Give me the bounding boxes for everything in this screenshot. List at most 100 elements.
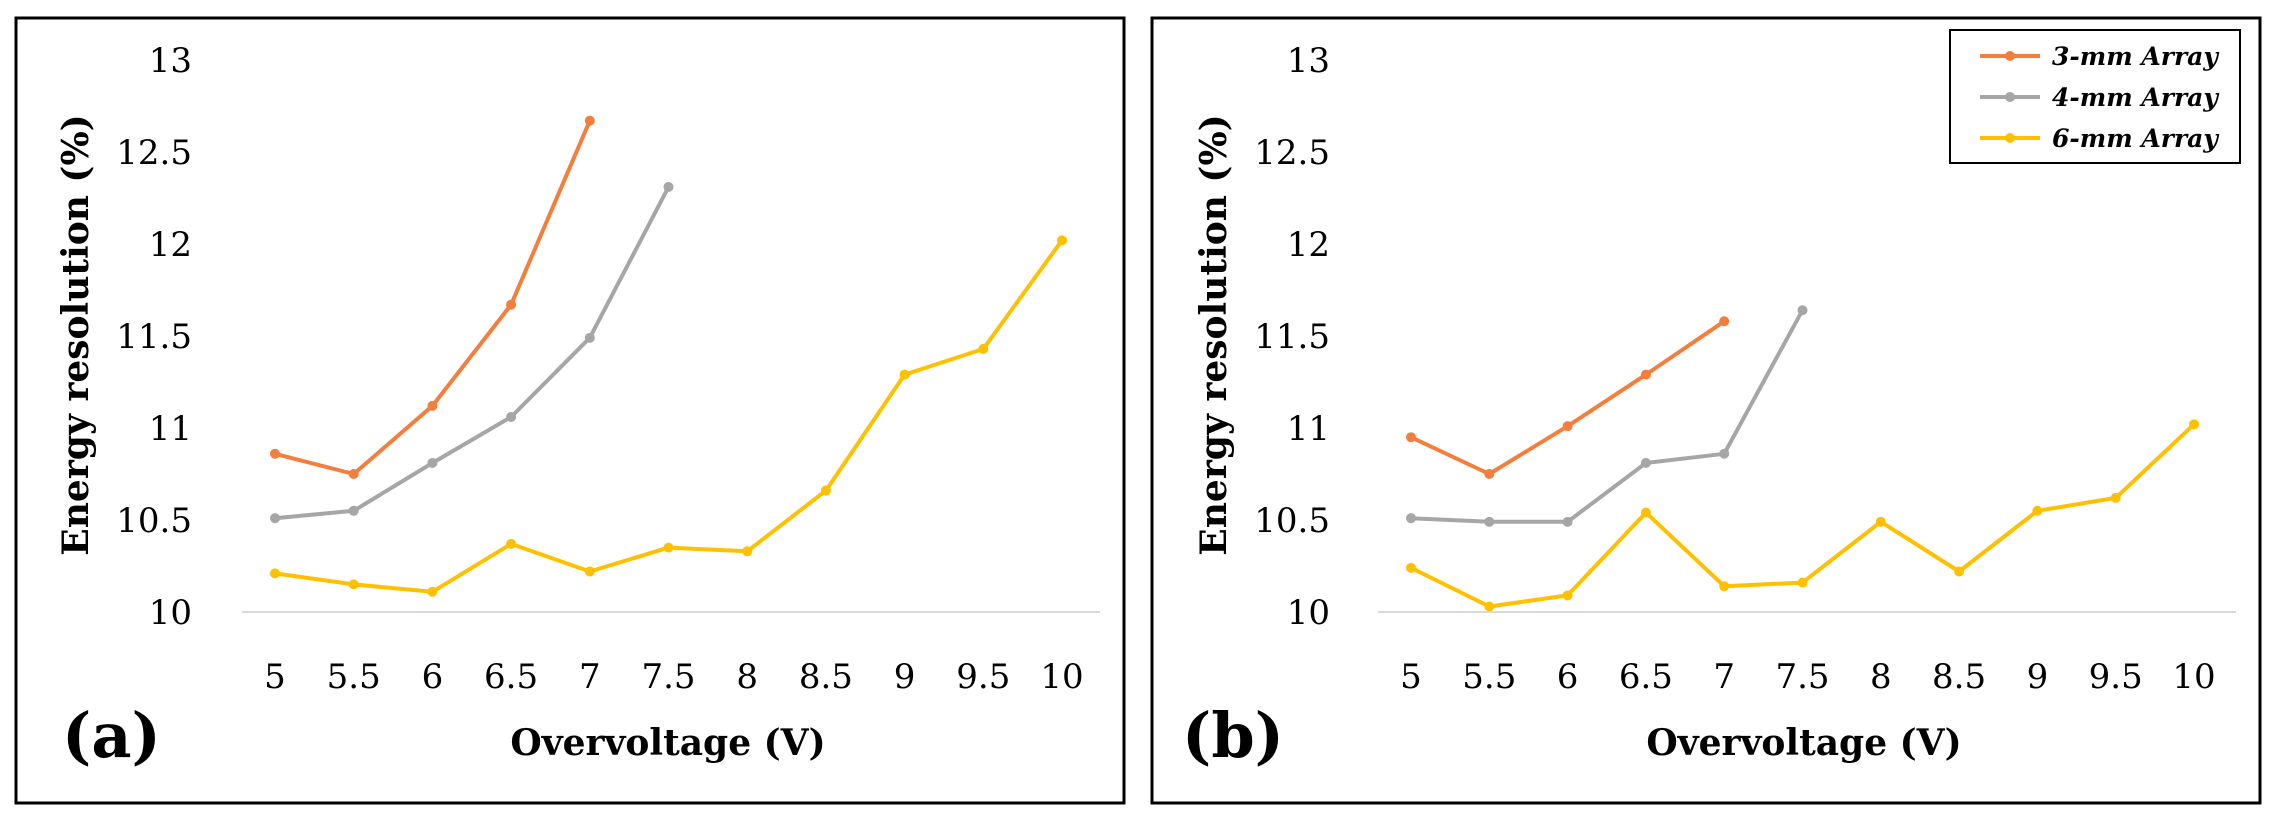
panel-a-y-tick-3: 11.5	[116, 317, 192, 357]
panel-a-point-6mm-0	[270, 568, 280, 579]
legend-label-3mm: 3-mm Array	[2052, 42, 2219, 71]
panel-b-point-3mm-0	[1406, 432, 1416, 443]
panel-b-y-tick-1: 10.5	[1254, 501, 1330, 541]
panel-a-series-line-4mm	[274, 186, 671, 521]
panel-a-y-tick-1: 10.5	[116, 501, 192, 541]
panel-a-point-3mm-0	[270, 448, 280, 459]
panel-b-x-tick-7: 8.5	[1932, 657, 1986, 697]
panel-b-x-tick-8: 9	[2027, 657, 2049, 697]
panel-a-point-3mm-4	[584, 115, 595, 126]
panel-a-x-tick-3: 6.5	[484, 657, 538, 697]
panel-a-y-tick-0: 10	[149, 593, 192, 633]
panel-a-y-tick-5: 12.5	[116, 133, 192, 173]
panel-b-y-tick-5: 12.5	[1254, 133, 1330, 173]
panel-a-frame	[14, 16, 1126, 805]
panel-a-x-tick-6: 8	[736, 657, 758, 697]
panel-a-x-tick-0: 5	[264, 657, 286, 697]
panel-a-point-6mm-4	[584, 566, 595, 577]
panel-b-point-3mm-4	[1719, 316, 1730, 327]
panel-b-point-6mm-0	[1406, 562, 1416, 573]
panel-a-point-4mm-2	[427, 457, 438, 468]
panel-b-point-6mm-3	[1640, 507, 1651, 518]
panel-b-legend: 3-mm Array 4-mm Array 6-mm Array	[1949, 29, 2241, 164]
panel-b-y-tick-4: 12	[1287, 225, 1330, 265]
panel-a-y-tick-6: 13	[149, 41, 192, 81]
panel-b-point-3mm-3	[1640, 369, 1651, 380]
panel-b-y-tick-6: 13	[1287, 41, 1330, 81]
panel-a-point-3mm-2	[427, 400, 438, 411]
panel-b-series	[1406, 305, 2199, 612]
panel-a-point-4mm-5	[663, 181, 674, 192]
panel-a-point-6mm-3	[506, 538, 517, 549]
panel-a-series	[270, 115, 1067, 597]
panel-a-x-tick-2: 6	[422, 657, 444, 697]
panel-b-x-tick-9: 9.5	[2089, 657, 2143, 697]
panel-a-point-4mm-0	[270, 513, 280, 524]
panel-a-point-6mm-8	[899, 369, 910, 380]
panel-b-y-tick-2: 11	[1287, 409, 1330, 449]
panel-a-point-6mm-1	[348, 579, 359, 590]
panel-a-x-tick-4: 7	[579, 657, 601, 697]
panel-b-y-tick-labels: 10 10.5 11 11.5 12 12.5 13	[1254, 41, 1330, 633]
panel-b-point-6mm-7	[1954, 566, 1965, 577]
panel-a-x-axis-title: Overvoltage (V)	[510, 722, 825, 764]
panel-a-point-6mm-6	[742, 546, 753, 557]
panel-a-y-tick-2: 11	[149, 409, 192, 449]
legend-marker-4mm	[2005, 92, 2015, 102]
panel-a-x-tick-10: 10	[1040, 657, 1083, 697]
panel-b-x-tick-5: 7.5	[1775, 657, 1829, 697]
panel-a-point-4mm-1	[348, 505, 359, 516]
panel-b-x-tick-6: 8	[1870, 657, 1892, 697]
panel-a-y-tick-4: 12	[149, 225, 192, 265]
panel-b-x-tick-3: 6.5	[1619, 657, 1673, 697]
panel-a-point-6mm-5	[663, 542, 674, 553]
panel-b-x-tick-labels: 5 5.5 6 6.5 7 7.5 8 8.5 9 9.5 10	[1400, 657, 2215, 697]
panel-a-x-tick-labels: 5 5.5 6 6.5 7 7.5 8 8.5 9 9.5 10	[264, 657, 1083, 697]
panel-b-point-6mm-10	[2189, 419, 2199, 430]
panel-a-x-tick-8: 9	[894, 657, 916, 697]
panel-b-point-4mm-3	[1640, 457, 1651, 468]
panel-b-y-axis-title: Energy resolution (%)	[1193, 114, 1235, 555]
panel-b-y-tick-3: 11.5	[1254, 317, 1330, 357]
panel-b-series-line-4mm	[1410, 309, 1805, 524]
legend-marker-3mm	[2005, 51, 2015, 61]
panel-a-x-tick-1: 5.5	[327, 657, 381, 697]
panel-a-x-tick-5: 7.5	[641, 657, 695, 697]
panel-b-x-axis-title: Overvoltage (V)	[1646, 722, 1961, 764]
panel-b-point-6mm-1	[1484, 601, 1495, 612]
panel-a-point-6mm-9	[978, 343, 989, 354]
panel-b-point-6mm-9	[2110, 492, 2121, 503]
panel-b-point-3mm-1	[1484, 469, 1495, 479]
panel-a-point-6mm-10	[1057, 235, 1067, 246]
panel-b-point-6mm-5	[1797, 577, 1808, 588]
panel-a-x-tick-9: 9.5	[956, 657, 1010, 697]
panel-b-point-3mm-2	[1562, 421, 1573, 432]
panel-b-x-tick-0: 5	[1400, 657, 1422, 697]
panel-a-point-6mm-7	[820, 485, 831, 496]
panel-b-point-6mm-4	[1719, 581, 1730, 592]
panel-a-point-3mm-1	[348, 469, 359, 479]
panel-a-y-axis-title: Energy resolution (%)	[55, 114, 97, 555]
panel-b-x-tick-4: 7	[1713, 657, 1735, 697]
panel-a-x-tick-7: 8.5	[799, 657, 853, 697]
panel-b-point-4mm-5	[1797, 305, 1808, 316]
panel-b-point-6mm-8	[2032, 505, 2043, 516]
panel-b-label: (b)	[1182, 699, 1284, 772]
panel-b-x-tick-2: 6	[1557, 657, 1579, 697]
panel-a-y-tick-labels: 10 10.5 11 11.5 12 12.5 13	[116, 41, 192, 633]
panel-b-x-tick-1: 5.5	[1462, 657, 1516, 697]
panel-a-point-4mm-4	[584, 332, 595, 343]
panel-b-point-4mm-0	[1406, 513, 1416, 524]
panel-a-point-6mm-2	[427, 586, 438, 597]
panel-a-point-3mm-3	[506, 299, 517, 310]
panel-b-point-4mm-1	[1484, 516, 1495, 527]
legend-label-6mm: 6-mm Array	[2052, 124, 2219, 153]
chart-panel-b: 10 10.5 11 11.5 12 12.5 13 5 5.5 6 6.5 7 7.5 8 8.5 9 9.…	[1150, 16, 2262, 805]
panel-b-x-tick-10: 10	[2172, 657, 2215, 697]
panel-b-point-4mm-2	[1562, 516, 1573, 527]
legend-marker-6mm	[2005, 133, 2015, 143]
panel-b-y-tick-0: 10	[1287, 593, 1330, 633]
legend-label-4mm: 4-mm Array	[2052, 83, 2219, 112]
panel-b-point-6mm-2	[1562, 590, 1573, 601]
